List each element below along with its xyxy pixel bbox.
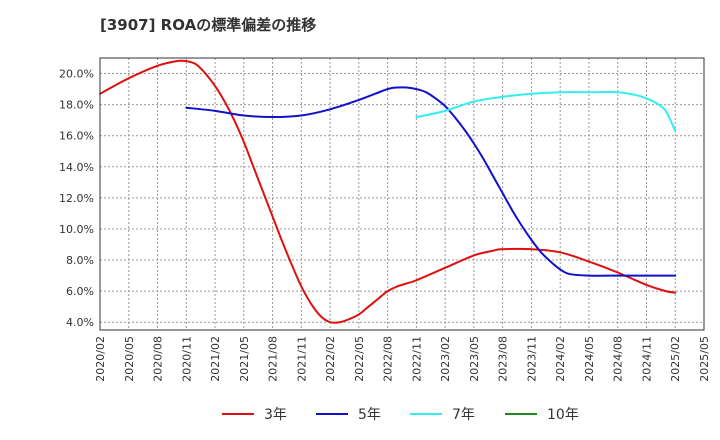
x-tick-label: 2024/02 [554,336,567,382]
x-tick-label: 2023/08 [497,336,510,382]
x-tick-label: 2021/11 [295,336,308,382]
y-tick-label: 18.0% [59,99,94,112]
x-tick-label: 2020/05 [123,336,136,382]
x-tick-label: 2024/05 [583,336,596,382]
series-line [415,90,677,133]
x-tick-label: 2025/05 [698,336,711,382]
x-tick-label: 2023/05 [468,336,481,382]
series-lines [99,59,677,324]
x-tick-label: 2020/11 [180,336,193,382]
y-tick-label: 4.0% [66,316,94,329]
x-tick-label: 2023/02 [439,336,452,382]
y-tick-label: 10.0% [59,223,94,236]
x-tick-label: 2022/05 [353,336,366,382]
x-tick-label: 2020/08 [152,336,165,382]
x-tick-label: 2023/11 [525,336,538,382]
x-tick-label: 2024/11 [640,336,653,382]
legend-label: 7年 [452,407,475,423]
y-tick-label: 20.0% [59,68,94,81]
y-tick-label: 6.0% [66,285,94,298]
x-tick-label: 2024/08 [612,336,625,382]
y-tick-label: 16.0% [59,130,94,143]
y-tick-label: 12.0% [59,192,94,205]
legend: 3年 5年 7年 10年 [222,407,579,423]
series-line [99,59,677,324]
x-tick-label: 2022/08 [382,336,395,382]
x-tick-label: 2020/02 [94,336,107,382]
x-tick-label: 2022/02 [324,336,337,382]
plot-area-frame [99,57,705,331]
x-tick-label: 2021/02 [209,336,222,382]
x-tick-label: 2021/08 [267,336,280,382]
y-axis-ticks: 4.0% 6.0% 8.0% 10.0% 12.0% 14.0% 16.0% 18.0% 20.… [59,68,94,330]
x-tick-label: 2022/11 [410,336,423,382]
legend-label: 10年 [547,407,579,423]
x-axis-ticks: 2020/02 2020/05 2020/08 2020/11 2021/02 2021/… [94,336,711,382]
grid-lines [99,58,705,330]
legend-label: 3年 [264,407,287,423]
series-line [185,86,677,277]
legend-label: 5年 [358,407,381,423]
y-tick-label: 8.0% [66,254,94,267]
x-tick-label: 2025/02 [669,336,682,382]
chart-title: [3907] ROAの標準偏差の推移 [100,16,316,34]
y-tick-label: 14.0% [59,161,94,174]
x-tick-label: 2021/05 [238,336,251,382]
